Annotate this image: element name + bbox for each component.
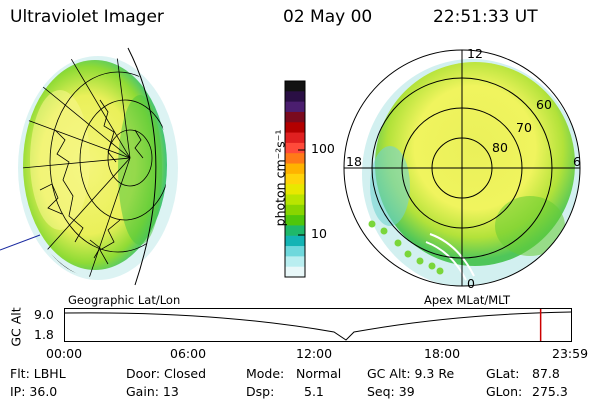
colorbar-cell — [285, 184, 305, 195]
colorbar-cell — [285, 215, 305, 226]
mlat-label-60: 60 — [536, 97, 552, 112]
mlt-label-12: 12 — [467, 46, 483, 61]
status-door: Door: Closed — [126, 366, 207, 381]
coastline-overlay — [39, 99, 144, 265]
apex-caption: Apex MLat/MLT — [424, 293, 511, 307]
timeline-tick-0000: 00:00 — [46, 346, 83, 361]
status-filter: Flt: LBHL — [10, 366, 66, 381]
colorbar-cell — [285, 101, 305, 113]
colorbar-cell — [285, 122, 305, 134]
colorbar-tick-label-10: 10 — [311, 226, 327, 241]
colorbar-cell — [285, 111, 305, 123]
geographic-caption: Geographic Lat/Lon — [68, 293, 181, 307]
status-glat-label: GLat: — [486, 366, 520, 381]
terminator-line — [0, 234, 41, 251]
timeline-tick-1200: 12:00 — [296, 346, 333, 361]
colorbar-cell — [285, 256, 305, 268]
status-glat-value: 87.8 — [532, 366, 560, 381]
date-label: 02 May 00 — [283, 7, 373, 27]
colorbar-cell — [285, 194, 305, 206]
status-mode-value: Normal — [296, 366, 342, 381]
status-dsp-label: Dsp: — [246, 384, 275, 399]
status-ip: IP: 36.0 — [10, 384, 58, 399]
timeline-plot — [64, 308, 572, 342]
colorbar-cell — [285, 81, 305, 92]
colorbar-cell — [285, 225, 305, 237]
colorbar-cell — [285, 235, 305, 247]
timeline-tick-1800: 18:00 — [424, 346, 461, 361]
mlat-label-80: 80 — [492, 140, 508, 155]
colorbar — [284, 80, 306, 278]
timeline-y-label: GC Alt — [8, 307, 24, 347]
colorbar-cell — [285, 173, 305, 185]
altitude-curve — [64, 311, 572, 341]
colorbar-cell — [285, 204, 305, 216]
timeline-tick-2359: 23:59 — [552, 346, 589, 361]
mlt-label-6: 6 — [573, 154, 581, 169]
colorbar-cell — [285, 91, 305, 103]
geographic-emission-image — [18, 56, 178, 280]
apex-grid — [343, 49, 581, 287]
colorbar-tick-label-100: 100 — [311, 141, 335, 156]
status-glon-value: 275.3 — [532, 384, 568, 399]
limb-edge — [127, 47, 157, 286]
timeline-y-min: 1.8 — [34, 327, 54, 342]
colorbar-cell — [285, 132, 305, 144]
mlt-label-18: 18 — [346, 154, 362, 169]
colorbar-cell — [285, 266, 305, 278]
status-dsp-value: 5.1 — [304, 384, 324, 399]
time-label: 22:51:33 UT — [433, 7, 538, 27]
mlt-label-0: 0 — [467, 276, 475, 291]
geographic-view — [0, 47, 178, 286]
status-glon-label: GLon: — [486, 384, 523, 399]
timeline-y-max: 9.0 — [34, 307, 54, 322]
mlat-label-70: 70 — [516, 120, 532, 135]
colorbar-cell — [285, 163, 305, 175]
status-gain: Gain: 13 — [126, 384, 179, 399]
status-gc-alt: GC Alt: 9.3 Re — [367, 366, 455, 381]
colorbar-cell — [285, 153, 305, 165]
colorbar-cell — [285, 142, 305, 154]
status-seq: Seq: 39 — [367, 384, 415, 399]
status-mode-label: Mode: — [246, 366, 285, 381]
colorbar-cell — [285, 246, 305, 257]
timeline-tick-0600: 06:00 — [170, 346, 207, 361]
colorbar-unit-label: photon cm⁻²s⁻¹ — [272, 129, 288, 227]
apex-polar-view: 12 18 6 0 60 70 80 — [343, 46, 581, 291]
instrument-title: Ultraviolet Imager — [10, 7, 164, 27]
